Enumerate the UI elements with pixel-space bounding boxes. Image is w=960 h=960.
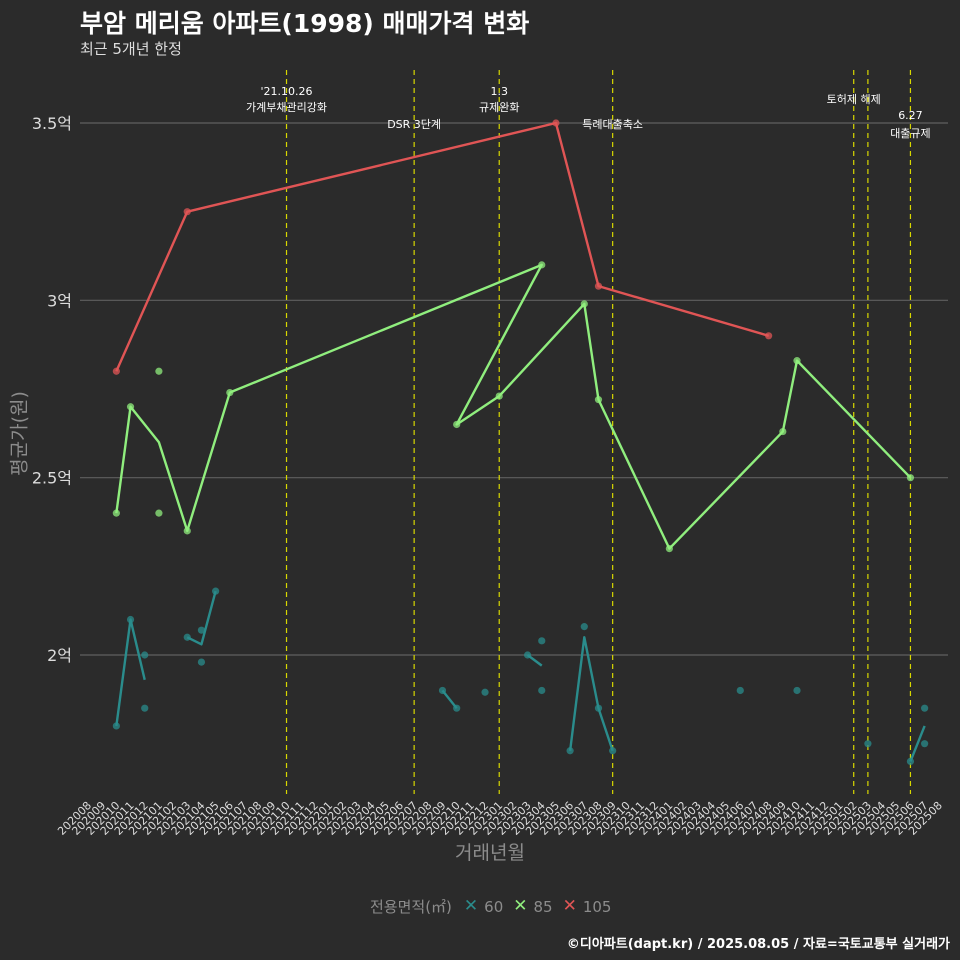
data-point-60: [594, 704, 603, 712]
data-point-85: [126, 403, 135, 411]
data-point-85: [155, 509, 163, 517]
data-point-60: [481, 688, 489, 696]
data-point-60: [538, 686, 546, 695]
source-caption: ©디아파트(dapt.kr) / 2025.08.05 / 자료=국토교통부 실…: [566, 937, 950, 952]
legend-item-105: ✕ 105: [563, 898, 612, 916]
data-point-105: [552, 119, 560, 127]
legend-label-105: 105: [582, 897, 612, 916]
legend-key-85-icon: ✕: [513, 896, 528, 916]
data-point-60: [793, 686, 801, 695]
data-point-60: [141, 704, 149, 712]
series-line-60: [115, 618, 146, 727]
data-point-60: [183, 633, 191, 641]
legend-item-60: ✕ 60: [464, 898, 503, 916]
data-point-60: [212, 587, 220, 595]
x-tick-labels: 2020082020092020102020112020122021012021…: [55, 799, 945, 838]
data-point-85: [906, 474, 915, 482]
data-point-60: [112, 722, 120, 730]
data-point-60: [864, 740, 872, 748]
series-line-105: [115, 121, 769, 372]
y-tick-label: 3.5억: [32, 114, 72, 133]
data-point-60: [197, 658, 206, 666]
legend-title: 전용면적(㎡): [370, 898, 452, 916]
data-point-85: [665, 545, 673, 553]
data-point-60: [523, 651, 532, 659]
data-point-60: [921, 704, 929, 712]
legend-key-105-icon: ✕: [562, 896, 577, 916]
data-point-105: [594, 282, 603, 290]
event-date-label: '21.10.26: [261, 85, 313, 98]
event-name-label: 토허제 해제: [827, 92, 881, 106]
data-point-60: [609, 747, 617, 755]
y-tick-label: 2.5억: [32, 469, 72, 488]
series-line-60: [186, 590, 217, 646]
data-point-85: [779, 427, 787, 436]
event-date-label: 6.27: [898, 109, 923, 122]
legend-label-60: 60: [484, 897, 504, 916]
legend-label-85: 85: [533, 897, 553, 916]
data-point-60: [538, 637, 546, 645]
data-point-60: [453, 704, 461, 712]
y-tick-labels: 2억 2.5억 3억 3.5억: [32, 114, 72, 665]
data-point-85: [155, 367, 163, 375]
series-line-60: [441, 689, 458, 709]
y-axis-label: 평균가(원): [8, 391, 31, 476]
y-tick-label: 2억: [47, 646, 72, 665]
data-point-60: [736, 686, 744, 695]
data-point-60: [906, 757, 915, 766]
legend-item-85: ✕ 85: [513, 898, 552, 916]
data-point-85: [112, 509, 120, 517]
legend-key-60-icon: ✕: [463, 896, 479, 916]
data-point-60: [580, 623, 588, 631]
event-name-label: 특례대출축소: [582, 118, 643, 131]
chart-subtitle: 최근 5개년 한정: [80, 40, 182, 58]
data-point-85: [183, 527, 191, 535]
chart-title: 부암 메리움 아파트(1998) 매매가격 변화: [80, 9, 530, 38]
event-name-label: DSR 3단계: [387, 118, 441, 131]
data-point-85: [793, 357, 801, 365]
series-line-60: [568, 636, 614, 752]
legend: 전용면적(㎡) ✕ 60 ✕ 85 ✕ 105: [370, 896, 611, 917]
data-point-85: [580, 300, 588, 308]
series-line-85: [115, 263, 912, 550]
data-point-60: [438, 686, 447, 695]
data-point-105: [183, 208, 191, 216]
data-point-60: [921, 740, 929, 748]
grid-layer: [80, 122, 948, 656]
data-point-105: [765, 332, 773, 340]
series-layer: [112, 119, 929, 766]
y-tick-label: 3억: [47, 291, 72, 310]
data-point-60: [566, 747, 574, 755]
data-point-105: [112, 367, 120, 375]
data-point-85: [226, 388, 234, 397]
data-point-85: [453, 420, 461, 429]
data-point-85: [538, 261, 546, 269]
series-line-60: [909, 725, 926, 762]
event-date-label: 1.3: [490, 85, 508, 98]
event-name-label: 대출규제: [890, 127, 930, 140]
data-point-60: [197, 626, 206, 634]
data-point-60: [141, 651, 149, 659]
data-point-85: [495, 392, 503, 400]
data-point-85: [594, 396, 603, 404]
data-point-60: [126, 615, 135, 624]
x-axis-label: 거래년월: [455, 842, 525, 864]
event-name-label: 규제완화: [479, 101, 519, 114]
event-name-label: 가계부채관리강화: [246, 101, 327, 114]
